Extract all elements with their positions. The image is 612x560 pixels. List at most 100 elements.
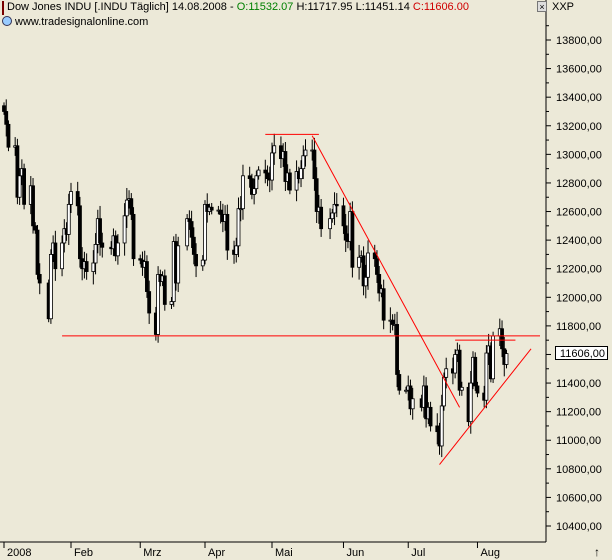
candle-body [252, 188, 257, 195]
candle-body [91, 262, 96, 272]
candle-body [410, 398, 415, 410]
candle-body [350, 211, 355, 268]
candle-body [60, 242, 64, 270]
candle-body [200, 259, 205, 267]
candle-body [314, 178, 319, 212]
candle-body [187, 218, 192, 222]
chart-header: Dow Jones INDU [.INDU Täglich] 14.08.200… [0, 0, 545, 15]
candle-body [372, 252, 377, 260]
x-tick-label: Mrz [143, 547, 161, 559]
high-value: H:11717.95 [296, 1, 353, 13]
y-tick-label: 11400,00 [556, 378, 601, 390]
candle-body [169, 301, 174, 305]
x-tick-label: Feb [74, 547, 93, 559]
candle-body [375, 258, 379, 275]
candle-body [93, 244, 98, 264]
candle-body [62, 228, 67, 244]
candle-body [147, 291, 152, 314]
candle-body [4, 111, 9, 125]
candle-body [53, 242, 58, 270]
scroll-up-arrow-icon[interactable]: ↑ [594, 545, 600, 559]
last-price-label: 11606,00 [555, 346, 608, 360]
candle-body [31, 185, 35, 227]
candle-body [504, 353, 509, 365]
candle-body [129, 198, 134, 215]
candle-body [234, 245, 239, 255]
candle-body [319, 206, 324, 230]
y-tick-label: 13800,00 [556, 35, 602, 47]
candle-body [238, 208, 243, 211]
candle-body [395, 324, 399, 375]
candles-layer [2, 99, 509, 458]
candle-body [435, 425, 440, 433]
candle-body [49, 254, 53, 320]
candle-body [390, 319, 395, 325]
candle-body [363, 276, 368, 287]
candle-body [473, 356, 478, 387]
y-tick-label: 10600,00 [556, 492, 602, 504]
candle-body [397, 374, 402, 391]
x-tick-label: Jul [411, 547, 425, 559]
candle-body [66, 203, 71, 235]
x-tick-label: Apr [208, 547, 225, 559]
candle-body [301, 155, 306, 170]
candle-body [270, 152, 274, 181]
candle-body [299, 168, 303, 180]
trendlines-layer [62, 133, 540, 465]
candle-body [312, 149, 317, 180]
close-button[interactable]: × [537, 1, 547, 12]
instrument-title: Dow Jones INDU [.INDU Täglich] 14.08.200… [7, 1, 227, 13]
candle-body [294, 171, 299, 191]
candle-body [145, 261, 149, 292]
candle-body [203, 203, 207, 261]
candle-body [241, 175, 245, 210]
trendline [439, 348, 532, 465]
candle-body [2, 105, 6, 112]
source-text: www.tradesignalonline.com [15, 16, 149, 28]
candle-body [491, 335, 496, 380]
candle-body [218, 209, 223, 215]
candle-body [116, 242, 120, 257]
candle-body [17, 175, 22, 198]
candle-body [185, 218, 190, 247]
plot-background [0, 15, 546, 542]
y-tick-label: 11800,00 [556, 321, 601, 333]
candle-body [468, 382, 473, 423]
candle-body [404, 389, 408, 392]
candle-body [361, 255, 366, 287]
candle-body [408, 385, 413, 410]
sep1: - [229, 1, 237, 13]
candle-body [37, 274, 42, 284]
candle-body [484, 352, 489, 401]
source-link[interactable]: www.tradesignalonline.com [2, 15, 148, 30]
candle-body [100, 242, 105, 248]
candle-body [84, 261, 89, 272]
candle-body [328, 218, 332, 230]
y-tick-label: 12400,00 [556, 235, 602, 247]
candle-body [189, 221, 194, 238]
candle-body [194, 254, 198, 267]
y-tick-label: 11000,00 [556, 435, 601, 447]
candle-body [75, 191, 80, 207]
candle-body [303, 149, 308, 157]
candle-body [209, 206, 214, 211]
candle-body [444, 368, 449, 378]
candle-body [500, 328, 504, 350]
x-tick-label: Jun [346, 547, 364, 559]
instrument-icon [2, 1, 4, 15]
candle-body [424, 385, 429, 420]
candle-body [156, 274, 161, 335]
candle-body [332, 203, 337, 214]
candle-body [124, 199, 129, 217]
candle-body [330, 212, 335, 220]
candle-body [366, 252, 370, 278]
y-tick-label: 12800,00 [556, 178, 602, 190]
y-tick-label: 13400,00 [556, 92, 602, 104]
candle-body [343, 225, 348, 241]
close-value: C:11606.00 [412, 1, 469, 13]
y-tick-label: 11200,00 [556, 407, 601, 419]
y-tick-label: 10800,00 [556, 464, 602, 476]
candle-body [254, 175, 259, 190]
candle-body [176, 245, 181, 284]
candle-body [138, 258, 143, 261]
